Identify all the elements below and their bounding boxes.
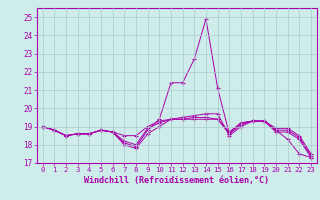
X-axis label: Windchill (Refroidissement éolien,°C): Windchill (Refroidissement éolien,°C)	[84, 176, 269, 185]
